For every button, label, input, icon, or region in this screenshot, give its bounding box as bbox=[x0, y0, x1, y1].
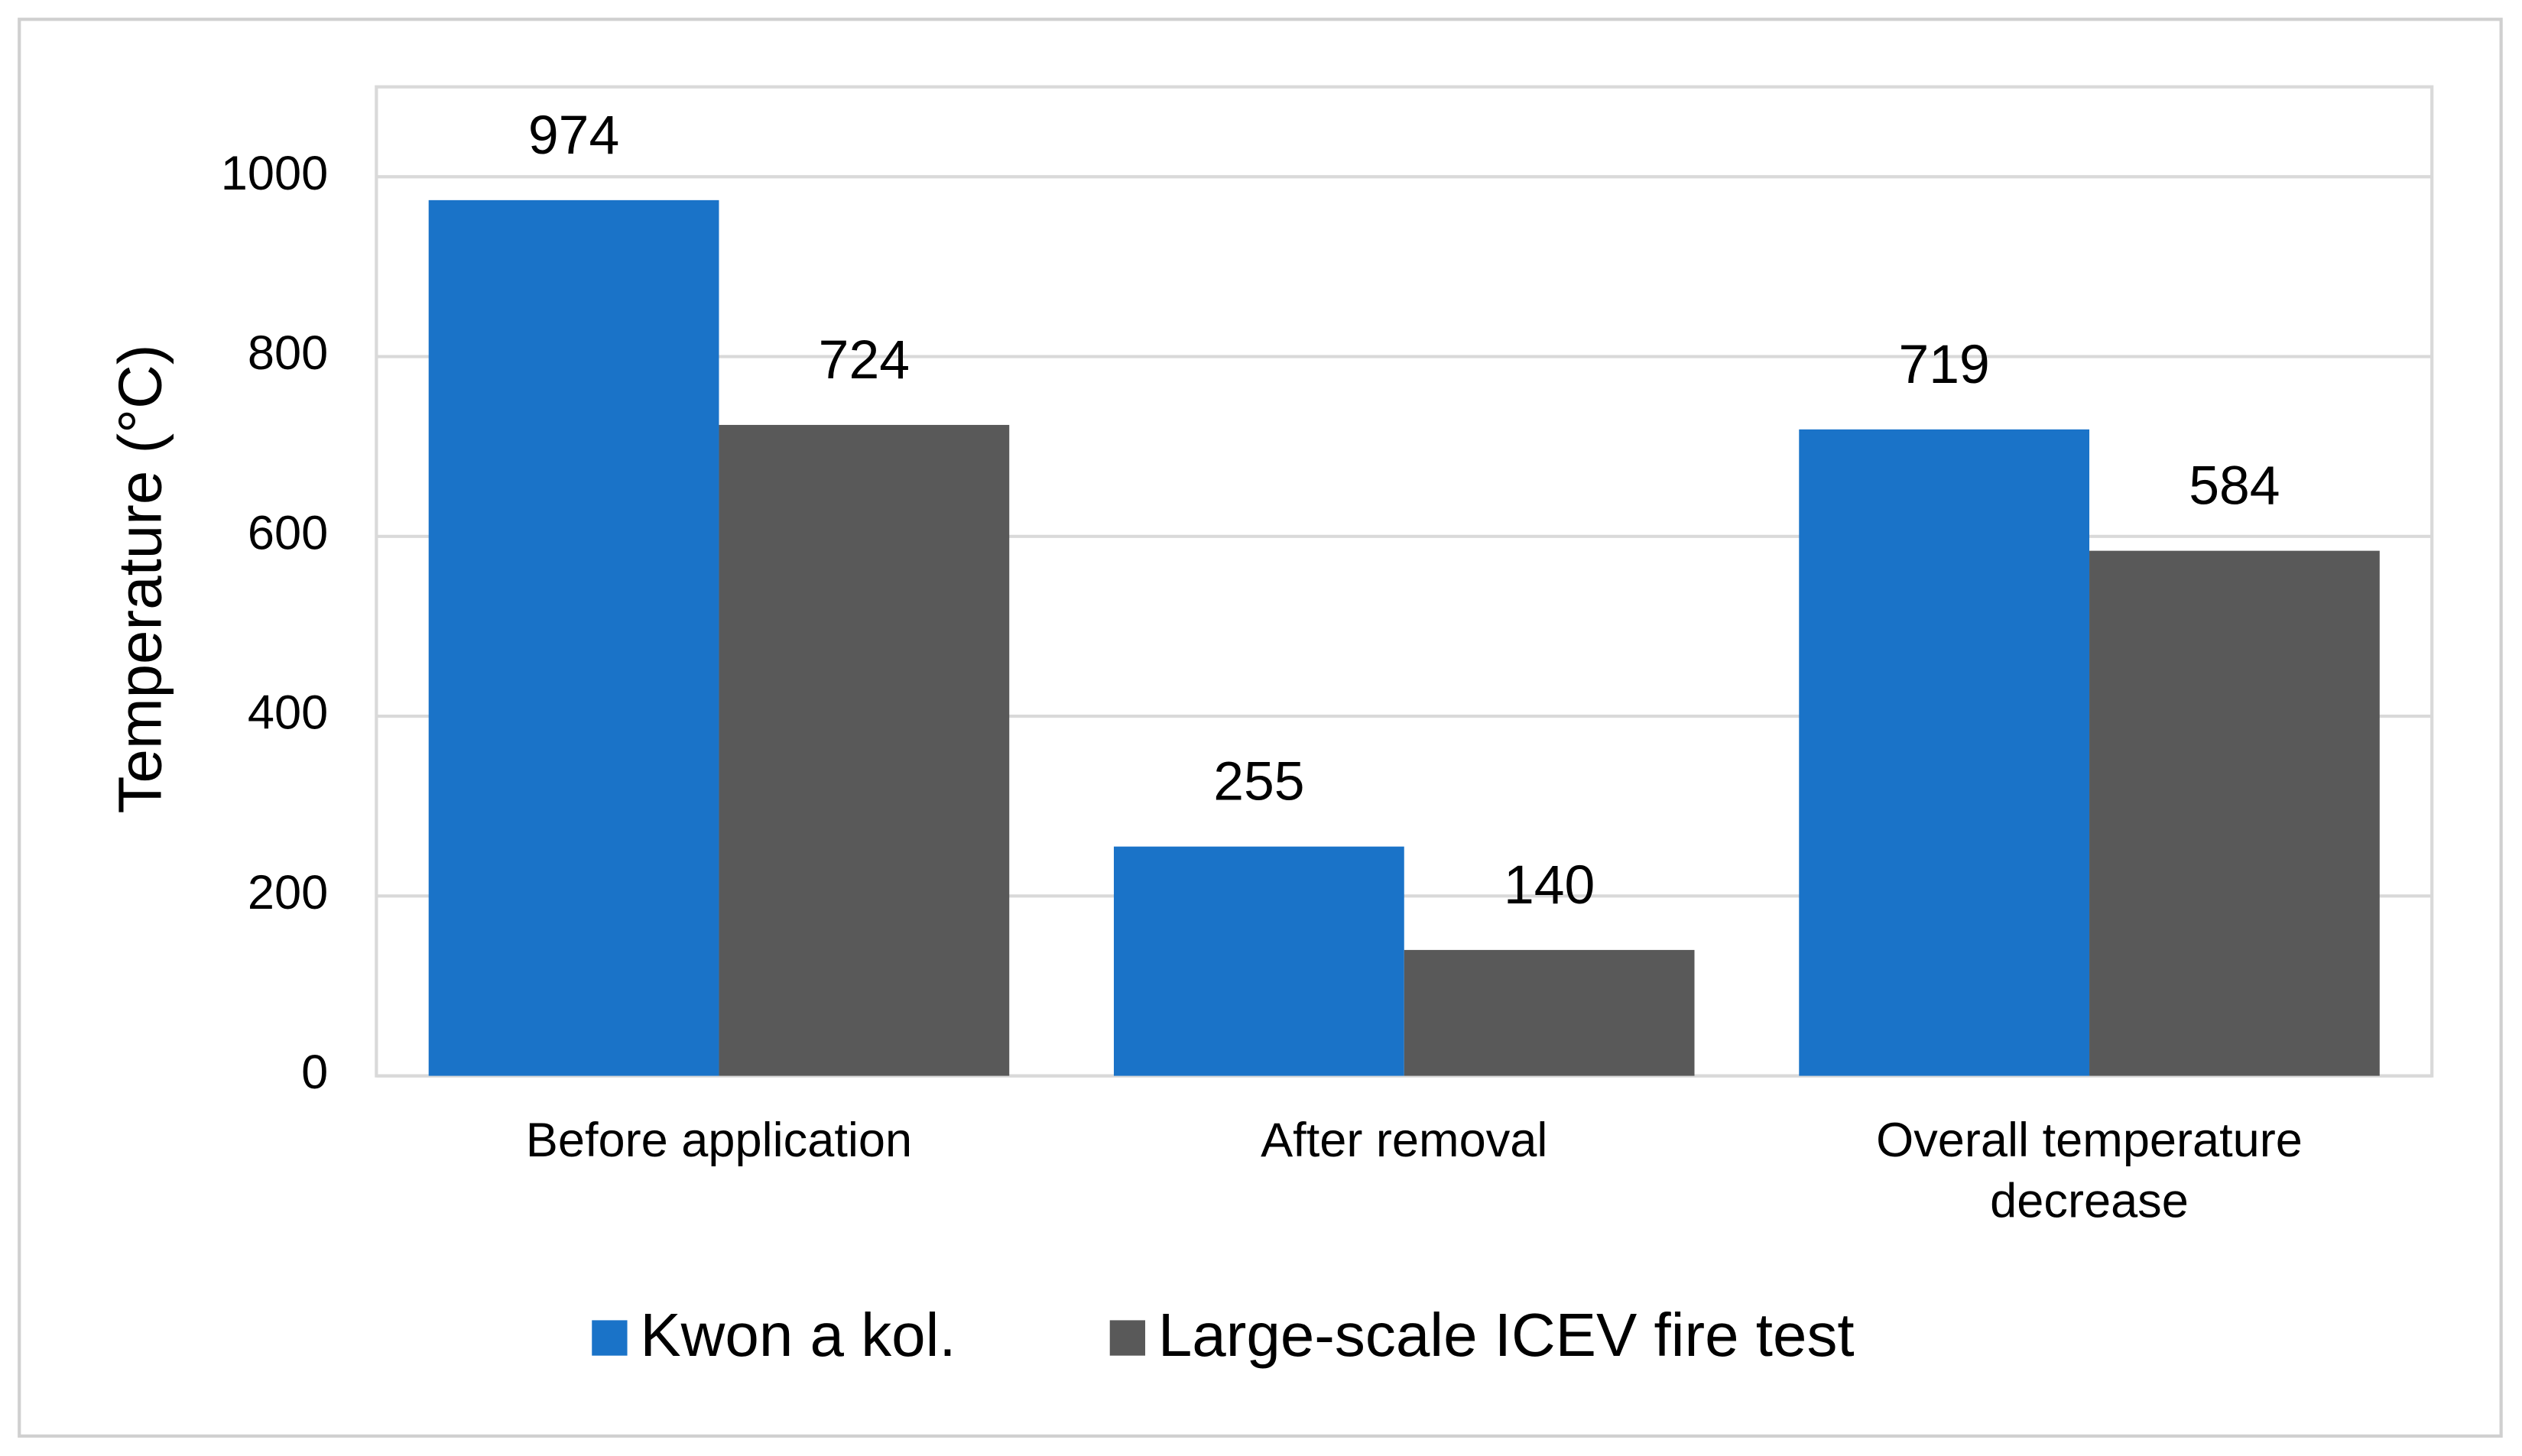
y-tick-label: 400 bbox=[248, 686, 328, 740]
bar bbox=[1799, 429, 2090, 1076]
y-tick-label: 0 bbox=[301, 1046, 328, 1099]
x-tick-label-box: After removal bbox=[1261, 1114, 1548, 1168]
data-label: 584 bbox=[2189, 456, 2280, 517]
data-label: 719 bbox=[1898, 334, 1989, 395]
bar bbox=[719, 424, 1010, 1076]
data-label: 140 bbox=[1504, 854, 1595, 916]
data-label: 255 bbox=[1213, 751, 1304, 812]
x-tick-label-box: Overall temperature decrease bbox=[1876, 1114, 2303, 1229]
legend-label: Large-scale ICEV fire test bbox=[1158, 1301, 1855, 1369]
bar bbox=[1113, 846, 1404, 1076]
x-tick-label: Overall temperature decrease bbox=[1876, 1114, 2303, 1229]
x-tick-label: After removal bbox=[1261, 1114, 1548, 1168]
y-tick-label: 200 bbox=[248, 866, 328, 919]
bar bbox=[2089, 550, 2380, 1076]
data-label: 724 bbox=[819, 329, 910, 391]
y-tick-label: 600 bbox=[248, 506, 328, 559]
x-tick-label: Before application bbox=[525, 1114, 913, 1168]
x-tick-label-box: Before application bbox=[525, 1114, 913, 1168]
y-tick-label: 800 bbox=[248, 326, 328, 380]
bar bbox=[428, 199, 719, 1076]
legend-swatch bbox=[592, 1320, 628, 1356]
legend-swatch bbox=[1109, 1320, 1146, 1356]
legend-label: Kwon a kol. bbox=[640, 1301, 956, 1369]
bar bbox=[1404, 949, 1695, 1076]
y-tick-label: 1000 bbox=[221, 147, 328, 200]
data-label: 974 bbox=[528, 105, 619, 166]
y-axis-title: Temperature (°C) bbox=[105, 345, 174, 814]
